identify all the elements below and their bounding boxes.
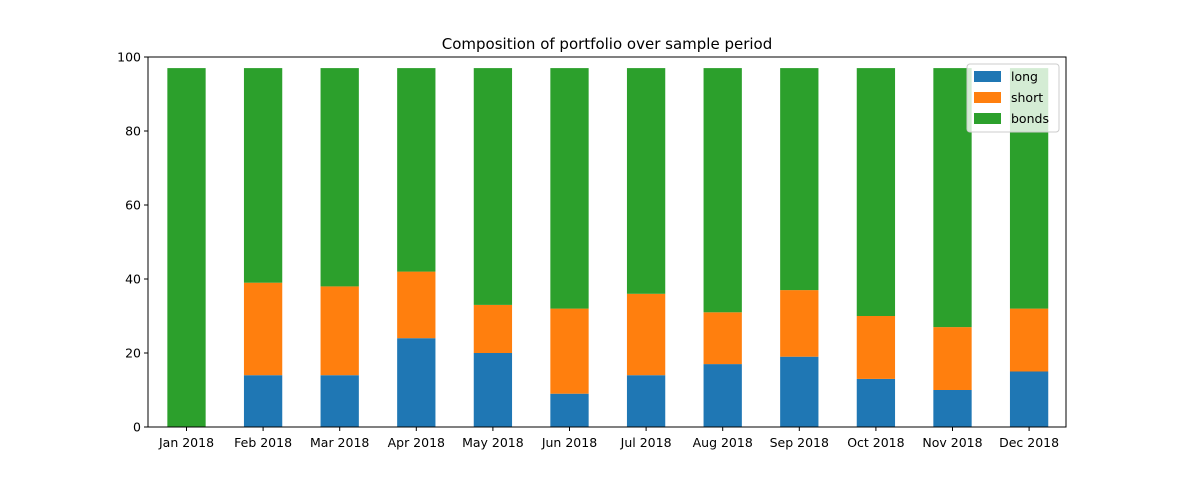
bar-short-oct-2018: [856, 316, 896, 379]
x-tick-label: Apr 2018: [388, 435, 445, 450]
x-tick-label: Sep 2018: [770, 435, 829, 450]
x-tick-label: Aug 2018: [693, 435, 753, 450]
axes: 0 20 40 60 80 100 Jan 2018 Feb 2018 Mar 2018 Apr …: [117, 50, 1067, 450]
bar-bonds-may-2018: [473, 68, 513, 305]
y-tick-label: 100: [117, 50, 141, 65]
bar-long-dec-2018: [1009, 371, 1049, 427]
x-tick-label: Feb 2018: [234, 435, 292, 450]
bar-short-mar-2018: [320, 286, 359, 376]
legend-label-bonds: bonds: [1011, 111, 1049, 126]
x-tick-label: Mar 2018: [310, 435, 369, 450]
x-tick-label: Jun 2018: [541, 435, 597, 450]
bar-short-nov-2018: [933, 327, 972, 390]
bar-bonds-oct-2018: [856, 68, 896, 316]
bar-bonds-mar-2018: [320, 68, 359, 287]
chart-title: Composition of portfolio over sample per…: [442, 35, 772, 53]
x-tick-label: Jan 2018: [158, 435, 214, 450]
legend-swatch-long: [974, 71, 1001, 82]
plot-frame: [147, 56, 1067, 428]
bar-bonds-sep-2018: [780, 68, 819, 291]
x-tick-label: Oct 2018: [847, 435, 904, 450]
bar-long-apr-2018: [397, 338, 436, 427]
bars-layer: [167, 68, 1049, 427]
bar-bonds-apr-2018: [397, 68, 436, 272]
bar-bonds-jun-2018: [550, 68, 589, 309]
bar-short-dec-2018: [1009, 308, 1049, 372]
x-tick-label: Nov 2018: [922, 435, 982, 450]
bar-short-sep-2018: [780, 290, 819, 357]
bar-bonds-aug-2018: [703, 68, 742, 313]
bar-long-jul-2018: [626, 375, 666, 427]
legend-label-short: short: [1011, 90, 1043, 105]
legend: long short bonds: [966, 63, 1060, 133]
x-tick-label: May 2018: [462, 435, 524, 450]
y-tick-label: 40: [125, 272, 141, 287]
bar-short-apr-2018: [397, 271, 436, 339]
x-tick-label: Jul 2018: [620, 435, 672, 450]
bar-short-feb-2018: [243, 282, 283, 376]
bar-short-aug-2018: [703, 312, 742, 365]
bar-long-oct-2018: [856, 378, 896, 427]
bar-long-feb-2018: [243, 375, 283, 427]
legend-swatch-short: [974, 92, 1001, 103]
x-tick-label: Dec 2018: [999, 435, 1059, 450]
bar-short-may-2018: [473, 304, 513, 353]
legend-label-long: long: [1011, 69, 1038, 84]
bar-long-nov-2018: [933, 390, 972, 427]
bar-bonds-jul-2018: [626, 68, 666, 294]
bar-long-mar-2018: [320, 375, 359, 427]
bar-long-jun-2018: [550, 393, 589, 427]
bar-short-jul-2018: [626, 293, 666, 376]
bar-long-aug-2018: [703, 364, 742, 427]
legend-swatch-bonds: [974, 113, 1001, 124]
bar-long-sep-2018: [780, 356, 819, 427]
y-tick-label: 0: [133, 420, 141, 435]
bar-bonds-nov-2018: [933, 68, 972, 328]
y-tick-label: 80: [125, 124, 141, 139]
bar-bonds-jan-2018: [167, 68, 206, 427]
bar-long-may-2018: [473, 353, 513, 427]
y-tick-label: 60: [125, 198, 141, 213]
bar-bonds-feb-2018: [243, 68, 283, 283]
bar-short-jun-2018: [550, 308, 589, 394]
y-tick-label: 20: [125, 346, 141, 361]
